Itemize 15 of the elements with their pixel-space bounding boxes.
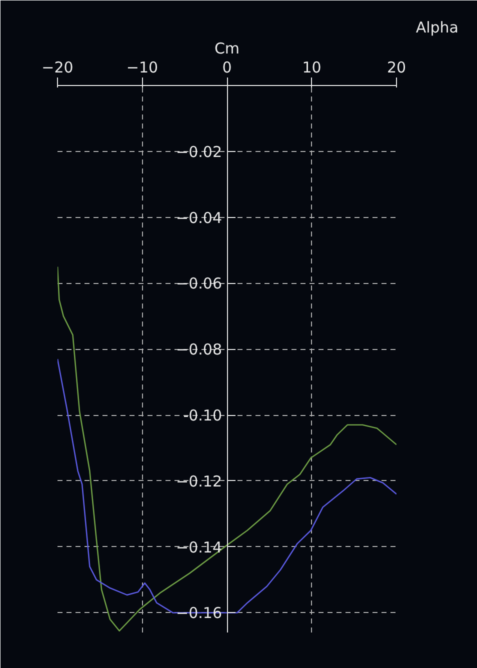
y-tick-label: −0.12 (176, 472, 222, 490)
y-tick-label: −0.04 (176, 208, 222, 227)
x-tick-label: 20 (386, 58, 406, 76)
y-tick-label: −0.02 (176, 142, 222, 161)
x-tick-label: −10 (126, 58, 158, 76)
y-tick-label: −0.06 (176, 274, 222, 293)
x-tick-label: 0 (222, 58, 232, 76)
y-axis-title: Cm (214, 40, 240, 58)
x-tick-label: 10 (302, 58, 322, 76)
y-tick-label: -0.10 (183, 406, 222, 425)
x-tick-label: −20 (42, 58, 74, 76)
x-axis-title: Alpha (416, 18, 459, 36)
y-tick-label: −0.08 (176, 340, 222, 359)
line-series (58, 266, 396, 632)
y-tick-label: −0.14 (176, 538, 222, 556)
